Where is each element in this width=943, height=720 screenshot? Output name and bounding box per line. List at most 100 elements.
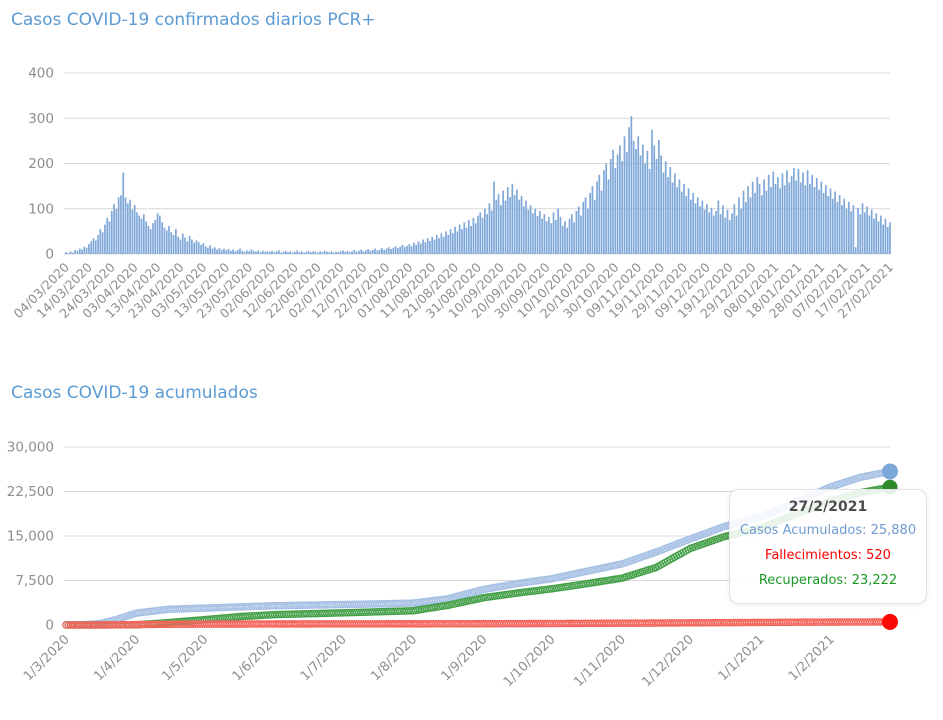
daily-bar[interactable] [543,214,546,254]
daily-bar[interactable] [113,204,115,254]
daily-bar[interactable] [719,214,722,254]
daily-bar[interactable] [820,181,823,254]
daily-bar[interactable] [731,213,733,254]
daily-bar[interactable] [623,136,626,254]
daily-bar[interactable] [703,209,706,254]
daily-bar[interactable] [742,190,745,254]
daily-bar[interactable] [886,226,889,254]
daily-bar[interactable] [294,251,296,254]
daily-bar[interactable] [619,145,621,254]
daily-bar[interactable] [454,226,456,254]
daily-bar[interactable] [353,249,356,254]
daily-bar[interactable] [131,209,134,254]
daily-bar[interactable] [550,223,553,254]
daily-bar[interactable] [374,248,376,254]
daily-bar[interactable] [673,173,676,254]
daily-bar[interactable] [827,196,830,254]
daily-bar[interactable] [726,209,729,254]
daily-bar[interactable] [152,223,154,254]
daily-bar[interactable] [94,240,97,254]
daily-bar[interactable] [227,249,230,254]
daily-bar[interactable] [332,252,335,254]
daily-bar[interactable] [259,252,262,254]
daily-bar[interactable] [124,197,127,254]
daily-bar[interactable] [186,241,189,254]
daily-bar[interactable] [593,199,596,254]
daily-bar[interactable] [310,252,312,254]
daily-bar[interactable] [172,234,175,254]
daily-bar[interactable] [229,250,232,254]
daily-bar[interactable] [683,183,685,254]
daily-bar[interactable] [422,239,424,254]
daily-bar[interactable] [401,244,404,254]
daily-bar[interactable] [351,251,353,254]
daily-bar[interactable] [429,240,431,254]
daily-bar[interactable] [596,181,598,254]
daily-bar[interactable] [744,201,747,254]
daily-bar[interactable] [202,243,205,254]
daily-bar[interactable] [484,208,486,254]
daily-bar[interactable] [669,167,672,254]
daily-bar[interactable] [870,209,873,254]
daily-bar[interactable] [685,196,688,254]
daily-bar[interactable] [467,220,470,254]
daily-bar[interactable] [147,225,150,254]
daily-bar[interactable] [431,236,434,254]
daily-bar[interactable] [699,206,701,254]
daily-bar[interactable] [163,227,166,254]
daily-bar[interactable] [339,251,342,254]
daily-bar[interactable] [319,251,321,254]
daily-bar[interactable] [873,218,875,254]
daily-bar[interactable] [506,187,509,254]
daily-bar[interactable] [188,235,191,254]
daily-bar[interactable] [641,144,644,254]
daily-bar[interactable] [568,218,571,254]
daily-bar[interactable] [312,251,315,254]
daily-bar[interactable] [381,248,383,254]
daily-bar[interactable] [287,252,289,254]
daily-bar[interactable] [99,229,102,254]
daily-bar[interactable] [529,205,532,254]
daily-bar[interactable] [438,238,440,254]
daily-bar[interactable] [76,250,79,254]
daily-bar[interactable] [605,163,608,255]
daily-bar[interactable] [664,161,667,254]
daily-bar[interactable] [708,212,711,254]
daily-bar[interactable] [774,183,777,254]
daily-bar[interactable] [266,251,269,254]
daily-bar[interactable] [465,227,468,254]
daily-bar[interactable] [706,204,708,254]
daily-bar[interactable] [779,188,781,254]
daily-bar[interactable] [795,180,798,254]
daily-bar[interactable] [724,217,727,254]
daily-bar[interactable] [413,242,415,254]
daily-bar[interactable] [710,207,713,254]
daily-bar[interactable] [813,187,816,254]
daily-bar[interactable] [797,168,800,254]
daily-bar[interactable] [687,188,690,254]
daily-bar[interactable] [451,233,454,254]
daily-bar[interactable] [282,251,285,254]
daily-bar[interactable] [65,252,67,254]
daily-bar[interactable] [90,241,93,254]
daily-bar[interactable] [342,250,344,254]
daily-bar[interactable] [838,195,841,254]
daily-bar[interactable] [511,183,514,254]
daily-bar[interactable] [236,249,239,254]
daily-bar[interactable] [843,198,846,254]
daily-bar[interactable] [161,222,163,254]
daily-bar[interactable] [126,203,129,254]
daily-bar[interactable] [815,177,818,254]
daily-bar[interactable] [426,238,429,254]
daily-bar[interactable] [532,213,534,254]
daily-bar[interactable] [493,181,495,254]
daily-bar[interactable] [879,215,882,254]
daily-bar[interactable] [328,252,331,254]
daily-bar[interactable] [694,203,697,254]
daily-bar[interactable] [348,252,351,254]
daily-bar[interactable] [690,199,692,254]
daily-bar[interactable] [554,220,557,254]
daily-bar[interactable] [799,182,802,254]
daily-bar[interactable] [657,139,660,254]
daily-bar[interactable] [284,250,287,254]
